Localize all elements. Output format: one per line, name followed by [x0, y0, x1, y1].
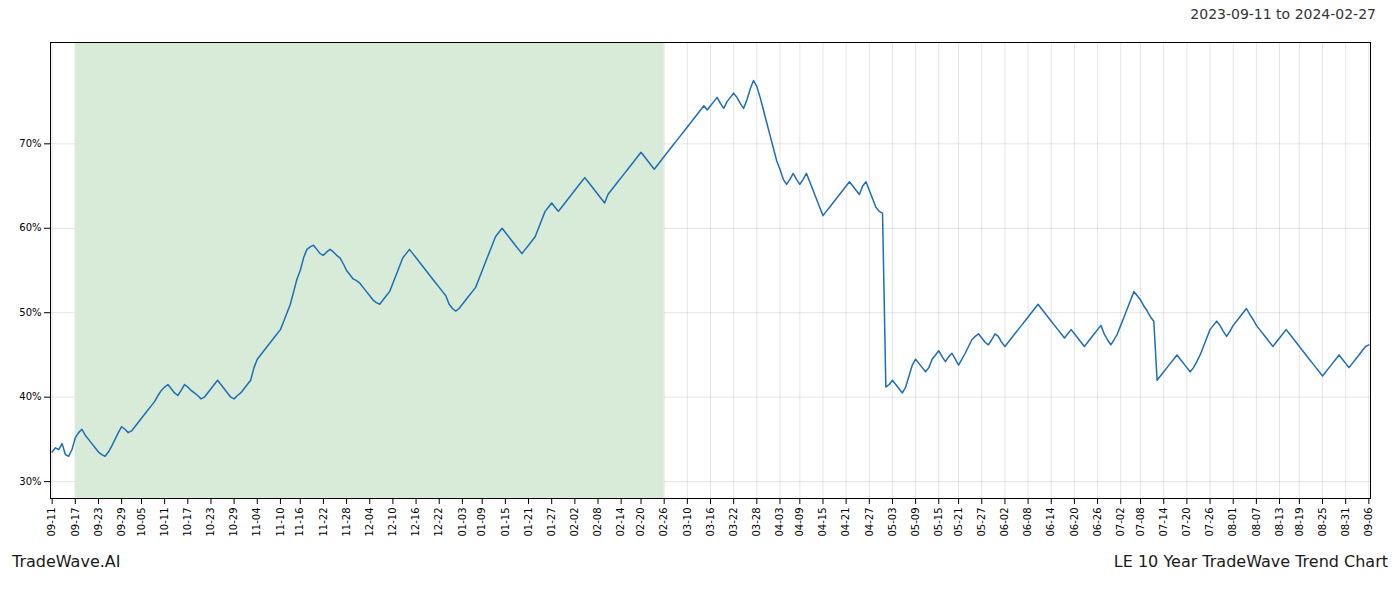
svg-text:01-09: 01-09 [476, 508, 487, 537]
svg-text:70%: 70% [19, 138, 41, 149]
svg-text:07-26: 07-26 [1204, 508, 1215, 537]
svg-text:06-02: 06-02 [999, 508, 1010, 537]
svg-text:03-10: 03-10 [682, 508, 693, 537]
svg-text:02-14: 02-14 [615, 508, 626, 537]
svg-text:06-26: 06-26 [1092, 508, 1103, 537]
svg-text:05-21: 05-21 [953, 508, 964, 537]
svg-text:09-11: 09-11 [46, 508, 57, 537]
svg-text:10-11: 10-11 [159, 508, 170, 537]
svg-text:05-27: 05-27 [976, 508, 987, 537]
svg-text:01-03: 01-03 [457, 508, 468, 537]
svg-text:02-08: 02-08 [592, 508, 603, 537]
svg-text:30%: 30% [19, 476, 41, 487]
svg-text:12-22: 12-22 [433, 508, 444, 537]
svg-text:02-20: 02-20 [635, 508, 646, 537]
svg-text:12-16: 12-16 [410, 508, 421, 537]
svg-text:10-29: 10-29 [228, 508, 239, 537]
svg-text:04-27: 04-27 [863, 508, 874, 537]
svg-text:01-15: 01-15 [500, 508, 511, 537]
svg-text:08-19: 08-19 [1294, 508, 1305, 537]
svg-text:05-15: 05-15 [933, 508, 944, 537]
svg-text:08-31: 08-31 [1340, 508, 1351, 537]
svg-text:08-25: 08-25 [1317, 508, 1328, 537]
svg-text:08-01: 08-01 [1227, 508, 1238, 537]
svg-text:09-23: 09-23 [93, 508, 104, 537]
svg-text:06-08: 06-08 [1022, 508, 1033, 537]
svg-text:01-21: 01-21 [523, 508, 534, 537]
svg-text:50%: 50% [19, 307, 41, 318]
html-text:LE 10 Year TradeWave Trend Cha: LE 10 Year TradeWave Trend Chart [1113, 552, 1388, 571]
svg-text:11-10: 11-10 [275, 508, 286, 537]
svg-text:04-15: 04-15 [817, 508, 828, 537]
svg-text:60%: 60% [19, 222, 41, 233]
svg-text:02-26: 02-26 [658, 508, 669, 537]
html-text:2023-09-11 to 2024-02-27: 2023-09-11 to 2024-02-27 [1190, 6, 1376, 22]
svg-text:12-10: 12-10 [387, 508, 398, 537]
svg-text:10-05: 10-05 [136, 508, 147, 537]
svg-text:02-02: 02-02 [569, 508, 580, 537]
svg-text:03-16: 03-16 [705, 508, 716, 537]
svg-text:01-27: 01-27 [546, 508, 557, 537]
svg-text:11-04: 11-04 [251, 508, 262, 537]
svg-text:05-03: 05-03 [887, 508, 898, 537]
svg-text:09-06: 09-06 [1363, 508, 1374, 537]
svg-text:08-13: 08-13 [1274, 508, 1285, 537]
svg-text:10-23: 10-23 [205, 508, 216, 537]
svg-text:09-17: 09-17 [70, 508, 81, 537]
svg-text:05-09: 05-09 [910, 508, 921, 537]
svg-text:03-28: 03-28 [751, 508, 762, 537]
svg-text:09-29: 09-29 [116, 508, 127, 537]
svg-text:11-16: 11-16 [294, 508, 305, 537]
svg-text:04-21: 04-21 [840, 508, 851, 537]
svg-text:03-22: 03-22 [728, 508, 739, 537]
svg-text:11-28: 11-28 [341, 508, 352, 537]
svg-text:07-02: 07-02 [1115, 508, 1126, 537]
svg-text:07-20: 07-20 [1181, 508, 1192, 537]
svg-text:06-20: 06-20 [1069, 508, 1080, 537]
svg-text:06-14: 06-14 [1045, 508, 1056, 537]
svg-text:11-22: 11-22 [318, 508, 329, 537]
svg-text:10-17: 10-17 [182, 508, 193, 537]
svg-text:07-14: 07-14 [1158, 508, 1169, 537]
svg-text:12-04: 12-04 [364, 508, 375, 537]
svg-text:08-07: 08-07 [1251, 508, 1262, 537]
svg-text:04-09: 04-09 [794, 508, 805, 537]
svg-text:40%: 40% [19, 391, 41, 402]
html-text:TradeWave.AI: TradeWave.AI [12, 552, 121, 571]
svg-text:07-08: 07-08 [1135, 508, 1146, 537]
svg-text:04-03: 04-03 [774, 508, 785, 537]
